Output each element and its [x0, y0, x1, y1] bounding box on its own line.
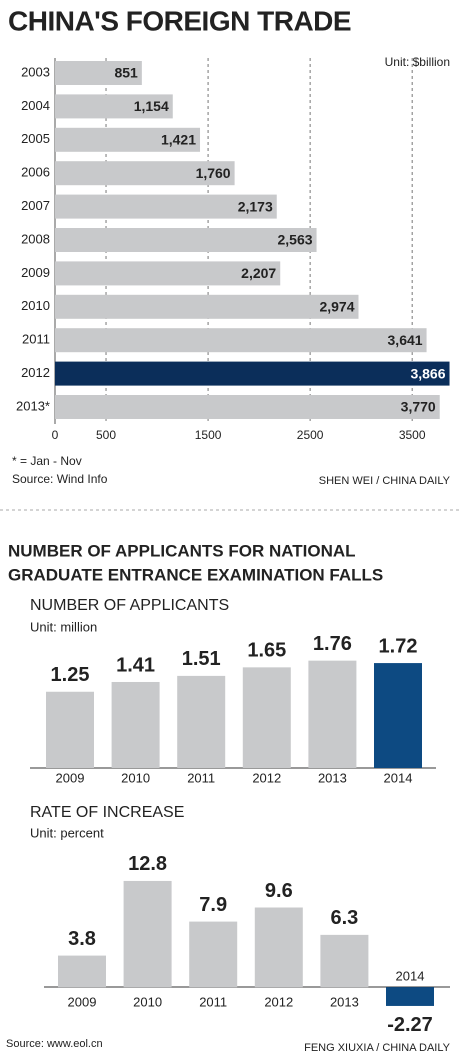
value-label: 1.65: [247, 640, 286, 662]
value-label: 1.76: [313, 633, 352, 655]
source-note: Source: Wind Info: [12, 472, 108, 486]
y-tick-label: 2003: [21, 64, 50, 79]
value-label: -2.27: [387, 1014, 433, 1036]
y-tick-label: 2008: [21, 231, 50, 246]
value-label: 1.41: [116, 654, 155, 676]
chart-title: RATE OF INCREASE: [30, 804, 184, 821]
bar: [242, 667, 291, 768]
bar: [46, 691, 94, 768]
x-tick-label: 2012: [252, 770, 281, 785]
unit-label: Unit: percent: [30, 825, 104, 840]
bar: [123, 880, 172, 988]
y-tick-label: 2004: [21, 98, 50, 113]
x-tick-label: 500: [96, 428, 116, 442]
bar: [55, 94, 173, 119]
bar: [189, 921, 238, 988]
value-label: 1.25: [51, 664, 90, 686]
bar: [386, 987, 434, 1006]
x-tick-label: 2010: [121, 770, 150, 785]
value-label: 851: [114, 65, 138, 81]
x-tick-label: 1500: [195, 428, 222, 442]
unit-label: Unit: $billion: [385, 55, 450, 69]
x-tick-label: 2013: [330, 995, 359, 1010]
value-label: 1.72: [379, 635, 418, 657]
value-label: 3.8: [68, 928, 96, 950]
x-tick-label: 3500: [399, 428, 426, 442]
x-tick-label: 2009: [56, 770, 85, 785]
footnote: * = Jan - Nov: [12, 454, 82, 468]
bar: [55, 395, 440, 419]
value-label: 1,421: [161, 132, 196, 148]
value-label: 3,770: [401, 399, 436, 415]
value-label: 1,154: [134, 98, 169, 114]
headline: GRADUATE ENTRANCE EXAMINATION FALLS: [8, 565, 383, 584]
x-tick-label: 2500: [297, 428, 324, 442]
value-label: 2,974: [319, 299, 354, 315]
bar: [55, 294, 359, 319]
y-tick-label: 2005: [21, 131, 50, 146]
x-tick-label: 0: [52, 428, 59, 442]
bar: [177, 675, 226, 768]
y-tick-label: 2010: [21, 298, 50, 313]
value-label: 3,641: [388, 332, 423, 348]
value-label: 1,760: [196, 165, 231, 181]
y-tick-label: 2013*: [16, 398, 50, 413]
x-tick-label: 2011: [199, 995, 227, 1010]
headline: NUMBER OF APPLICANTS FOR NATIONAL: [8, 541, 356, 560]
credit: FENG XIUXIA / CHINA DAILY: [304, 1042, 451, 1054]
value-label: 1.51: [182, 648, 221, 670]
value-label: 2,563: [278, 232, 313, 248]
y-tick-label: 2011: [22, 332, 50, 347]
bar: [254, 907, 303, 988]
y-tick-label: 2009: [21, 265, 50, 280]
bar: [55, 261, 281, 286]
x-tick-label: 2012: [264, 995, 293, 1010]
bar: [55, 61, 142, 85]
value-label: 2,173: [238, 198, 273, 214]
value-label: 12.8: [128, 853, 167, 875]
bar: [55, 361, 450, 386]
x-tick-label: 2011: [187, 770, 215, 785]
bar: [55, 127, 201, 152]
y-tick-label: 2012: [21, 365, 50, 380]
value-label: 9.6: [265, 880, 293, 902]
x-tick-label: 2014: [384, 770, 413, 785]
unit-label: Unit: million: [30, 619, 97, 634]
value-label: 3,866: [410, 365, 445, 381]
value-label: 6.3: [330, 907, 358, 929]
x-tick-label: 2009: [68, 995, 97, 1010]
chart-title: CHINA'S FOREIGN TRADE: [8, 5, 351, 36]
y-tick-label: 2006: [21, 165, 50, 180]
bar: [55, 161, 235, 186]
bar: [55, 194, 277, 219]
value-label: 7.9: [199, 894, 227, 916]
x-tick-label: 2014: [396, 969, 425, 984]
chart-title: NUMBER OF APPLICANTS: [30, 597, 229, 614]
bar: [55, 328, 427, 353]
bar: [308, 660, 357, 768]
bar: [55, 228, 317, 252]
bar: [320, 934, 369, 988]
x-tick-label: 2010: [133, 995, 162, 1010]
value-label: 2,207: [241, 265, 276, 281]
credit: SHEN WEI / CHINA DAILY: [319, 475, 451, 487]
bar: [111, 681, 160, 768]
bar: [374, 663, 422, 768]
x-tick-label: 2013: [318, 770, 347, 785]
y-tick-label: 2007: [21, 198, 50, 213]
bar: [58, 955, 106, 988]
source-note: Source: www.eol.cn: [6, 1038, 103, 1050]
